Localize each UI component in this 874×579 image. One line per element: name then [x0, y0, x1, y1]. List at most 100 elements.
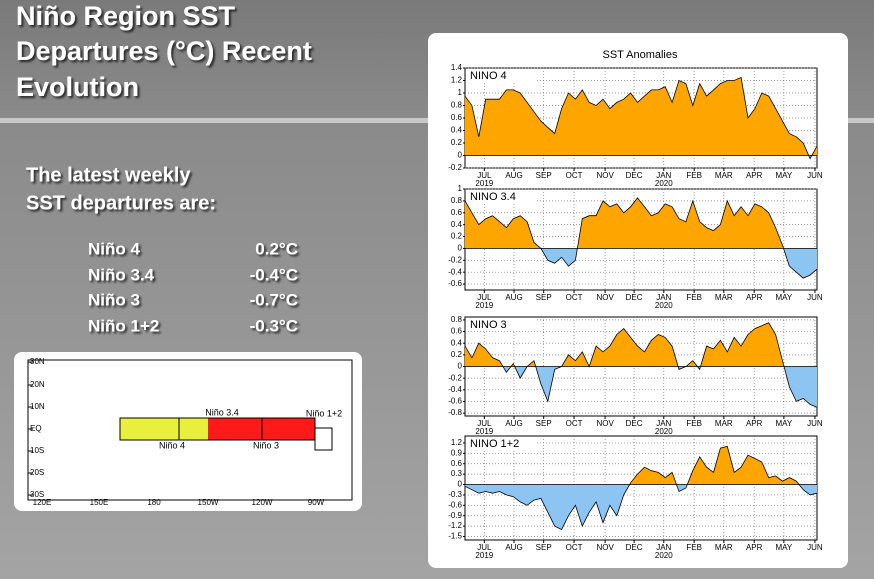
- y-tick-label: 0.2: [451, 350, 463, 359]
- region-value: -0.4°C: [250, 265, 298, 284]
- y-tick-label: 0: [458, 362, 463, 371]
- nino4-fill: [120, 418, 208, 440]
- x-tick-label: JAN: [656, 419, 671, 428]
- y-tick-label: -1.2: [448, 521, 462, 530]
- label-box: [467, 70, 537, 82]
- y-tick-label: 0.3: [451, 469, 463, 478]
- x-tick-label: DEC: [626, 293, 643, 302]
- x-tick-label: JAN: [656, 293, 671, 302]
- lat-label: 30N: [30, 357, 45, 366]
- x-tick-label: AUG: [505, 543, 522, 552]
- x-tick-label: SEP: [536, 543, 552, 552]
- sst-chart: -0.6 -0.4 -0.2 0 0.2 0.4 0.6 0.8 1 JUL AUG SEP OCT NO…: [448, 184, 823, 310]
- year-label: 2020: [655, 551, 673, 560]
- x-tick-label: MAY: [775, 171, 792, 180]
- x-tick-label: SEP: [536, 419, 552, 428]
- y-tick-label: -0.4: [448, 267, 462, 276]
- x-tick-label: SEP: [536, 171, 552, 180]
- x-tick-label: MAR: [715, 419, 733, 428]
- x-tick-label: MAR: [715, 293, 733, 302]
- y-tick-label: 0.2: [451, 232, 463, 241]
- region-label: Niño 1+2: [306, 408, 342, 418]
- y-tick-label: 0.9: [451, 448, 463, 457]
- title-line: Evolution: [16, 72, 139, 102]
- title-line: Niño Region SST: [16, 1, 236, 31]
- sst-chart: -0.2 0 0.2 0.4 0.6 0.8 1 1.2 1.4 JUL AUG SEP OCT NOV D…: [448, 63, 823, 188]
- x-tick-label: OCT: [566, 171, 583, 180]
- x-tick-label: FEB: [686, 419, 702, 428]
- y-tick-label: 0.6: [451, 208, 463, 217]
- x-tick-label: MAR: [715, 171, 733, 180]
- year-label: 2020: [655, 179, 673, 188]
- sst-chart: -1.5 -1.2-0.9 -0.6-0.30 0.30.6 0.91.2 JUL AUG S…: [448, 435, 823, 560]
- chart-label: NINO 4: [470, 70, 507, 82]
- x-tick-label: MAY: [775, 419, 792, 428]
- x-tick-label: JAN: [656, 171, 671, 180]
- x-tick-label: APR: [746, 543, 763, 552]
- lon-label: 180: [147, 498, 161, 507]
- y-tick-label: 1.2: [451, 76, 463, 85]
- x-tick-label: DEC: [626, 419, 643, 428]
- lon-label: 150W: [198, 498, 219, 507]
- x-tick-label: AUG: [505, 419, 522, 428]
- lon-label: 150E: [90, 498, 109, 507]
- y-tick-label: 1.4: [451, 63, 463, 72]
- lat-label: 30S: [30, 490, 44, 499]
- region-value: 0.2°C: [255, 239, 298, 258]
- lon-label: 120E: [33, 498, 52, 507]
- y-tick-label: 0: [458, 244, 463, 253]
- x-tick-label: JUN: [807, 171, 823, 180]
- y-tick-label: 0.6: [451, 327, 463, 336]
- lat-label: EQ: [30, 424, 42, 433]
- chart-label: NINO 3.4: [470, 191, 516, 203]
- x-tick-label: JUN: [807, 419, 823, 428]
- y-tick-label: 1: [458, 88, 463, 97]
- y-tick-label: -0.8: [448, 408, 462, 417]
- label-box: [467, 438, 537, 450]
- x-tick-label: NOV: [596, 293, 614, 302]
- y-tick-label: -1.5: [448, 532, 462, 541]
- x-tick-label: JUL: [477, 543, 492, 552]
- x-tick-label: NOV: [596, 543, 614, 552]
- x-tick-label: APR: [746, 293, 763, 302]
- y-tick-label: -0.6: [448, 500, 462, 509]
- x-tick-label: FEB: [686, 293, 702, 302]
- x-tick-label: NOV: [596, 419, 614, 428]
- y-tick-label: -0.2: [448, 373, 462, 382]
- region-value: -0.3°C: [250, 316, 298, 335]
- x-tick-label: MAR: [715, 543, 733, 552]
- y-tick-label: -0.2: [448, 163, 462, 172]
- y-tick-label: -0.4: [448, 385, 462, 394]
- y-tick-label: -0.6: [448, 397, 462, 406]
- y-tick-label: 0.2: [451, 138, 463, 147]
- region-name: Niño 3: [88, 290, 140, 309]
- x-tick-label: AUG: [505, 293, 522, 302]
- lat-label: 10S: [30, 446, 44, 455]
- y-tick-label: 0.6: [451, 459, 463, 468]
- y-tick-label: 1: [458, 184, 463, 193]
- x-tick-label: JUL: [477, 419, 492, 428]
- year-label: 2019: [475, 179, 493, 188]
- x-tick-label: JUL: [477, 293, 492, 302]
- x-tick-label: FEB: [686, 543, 702, 552]
- lon-label: 120W: [252, 498, 273, 507]
- anomaly-area: [465, 446, 817, 530]
- y-tick-label: 0.8: [451, 196, 463, 205]
- y-tick-label: -0.6: [448, 279, 462, 288]
- x-tick-label: AUG: [505, 171, 522, 180]
- y-tick-label: 0.4: [451, 338, 463, 347]
- region-label: Niño 4: [159, 440, 185, 450]
- x-tick-label: JAN: [656, 543, 671, 552]
- lat-label: 20N: [30, 380, 45, 389]
- year-label: 2019: [475, 427, 493, 436]
- anomaly-area: [465, 197, 817, 279]
- label-box: [467, 319, 537, 331]
- x-tick-label: OCT: [566, 419, 583, 428]
- x-tick-label: MAY: [775, 543, 792, 552]
- y-tick-label: -0.9: [448, 511, 462, 520]
- y-tick-label: -0.3: [448, 490, 462, 499]
- x-tick-label: NOV: [596, 171, 614, 180]
- y-tick-label: 0.6: [451, 113, 463, 122]
- region-value: -0.7°C: [250, 290, 298, 309]
- chart-label: NINO 1+2: [470, 438, 519, 450]
